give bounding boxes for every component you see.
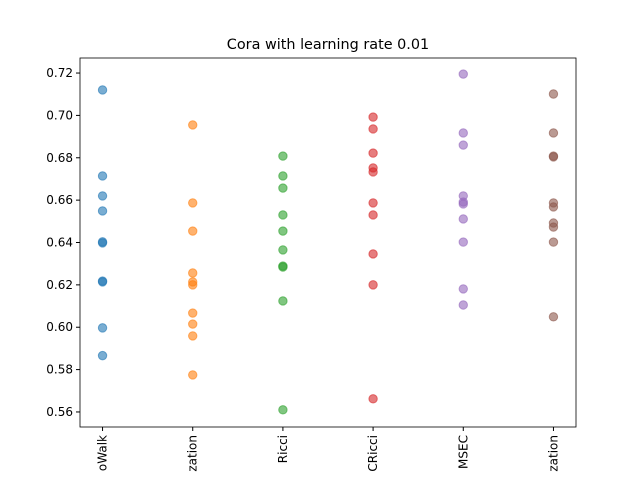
point bbox=[188, 319, 198, 329]
point bbox=[368, 210, 378, 220]
point bbox=[188, 331, 198, 341]
x-tick-label: Ricci bbox=[276, 435, 290, 463]
point bbox=[368, 148, 378, 158]
point bbox=[368, 124, 378, 134]
point bbox=[458, 284, 468, 294]
point bbox=[278, 226, 288, 236]
point bbox=[368, 112, 378, 122]
point bbox=[278, 262, 288, 272]
point bbox=[97, 277, 108, 287]
point bbox=[368, 280, 378, 290]
point bbox=[368, 198, 378, 208]
point bbox=[97, 85, 108, 95]
point bbox=[548, 89, 559, 99]
y-tick-label: 0.64 bbox=[46, 236, 73, 250]
y-tick-label: 0.60 bbox=[46, 320, 73, 334]
point bbox=[188, 280, 198, 290]
y-tick-label: 0.62 bbox=[46, 278, 73, 292]
point bbox=[278, 405, 288, 415]
point bbox=[458, 128, 468, 138]
y-tick-label: 0.68 bbox=[46, 151, 73, 165]
chart-title: Cora with learning rate 0.01 bbox=[227, 37, 429, 53]
y-tick-label: 0.70 bbox=[46, 108, 73, 122]
x-tick-label: CRicci bbox=[366, 435, 380, 472]
point bbox=[548, 152, 559, 162]
y-tick-label: 0.58 bbox=[46, 363, 73, 377]
point bbox=[97, 350, 108, 361]
point bbox=[458, 199, 468, 209]
point bbox=[548, 312, 559, 322]
point bbox=[458, 69, 468, 79]
point bbox=[278, 183, 288, 193]
point bbox=[368, 249, 378, 259]
x-tick-label: zation bbox=[186, 435, 200, 472]
point bbox=[458, 300, 468, 310]
x-tick-label: oWalk bbox=[96, 435, 110, 471]
point bbox=[278, 151, 288, 161]
point bbox=[188, 308, 198, 318]
point bbox=[188, 268, 198, 278]
point bbox=[188, 198, 198, 208]
point bbox=[278, 171, 288, 181]
point bbox=[458, 214, 468, 224]
point bbox=[548, 222, 559, 232]
y-tick-label: 0.72 bbox=[46, 66, 73, 80]
point bbox=[97, 206, 108, 216]
point bbox=[548, 202, 559, 212]
x-tick-label: zation bbox=[546, 435, 560, 472]
point bbox=[278, 296, 288, 306]
point bbox=[368, 167, 378, 177]
point bbox=[548, 128, 559, 138]
point bbox=[188, 120, 198, 130]
point bbox=[548, 237, 559, 247]
point bbox=[368, 394, 378, 404]
point bbox=[188, 370, 198, 380]
point bbox=[97, 191, 108, 201]
point bbox=[458, 140, 468, 150]
point bbox=[458, 237, 468, 247]
point bbox=[97, 238, 108, 248]
y-tick-label: 0.56 bbox=[46, 405, 73, 419]
plot-frame bbox=[79, 57, 577, 428]
point bbox=[278, 210, 288, 220]
point bbox=[97, 323, 108, 333]
x-tick-label: MSEC bbox=[456, 435, 470, 469]
point bbox=[97, 171, 108, 181]
point bbox=[278, 245, 288, 255]
point bbox=[188, 226, 198, 236]
y-tick-label: 0.66 bbox=[46, 193, 73, 207]
